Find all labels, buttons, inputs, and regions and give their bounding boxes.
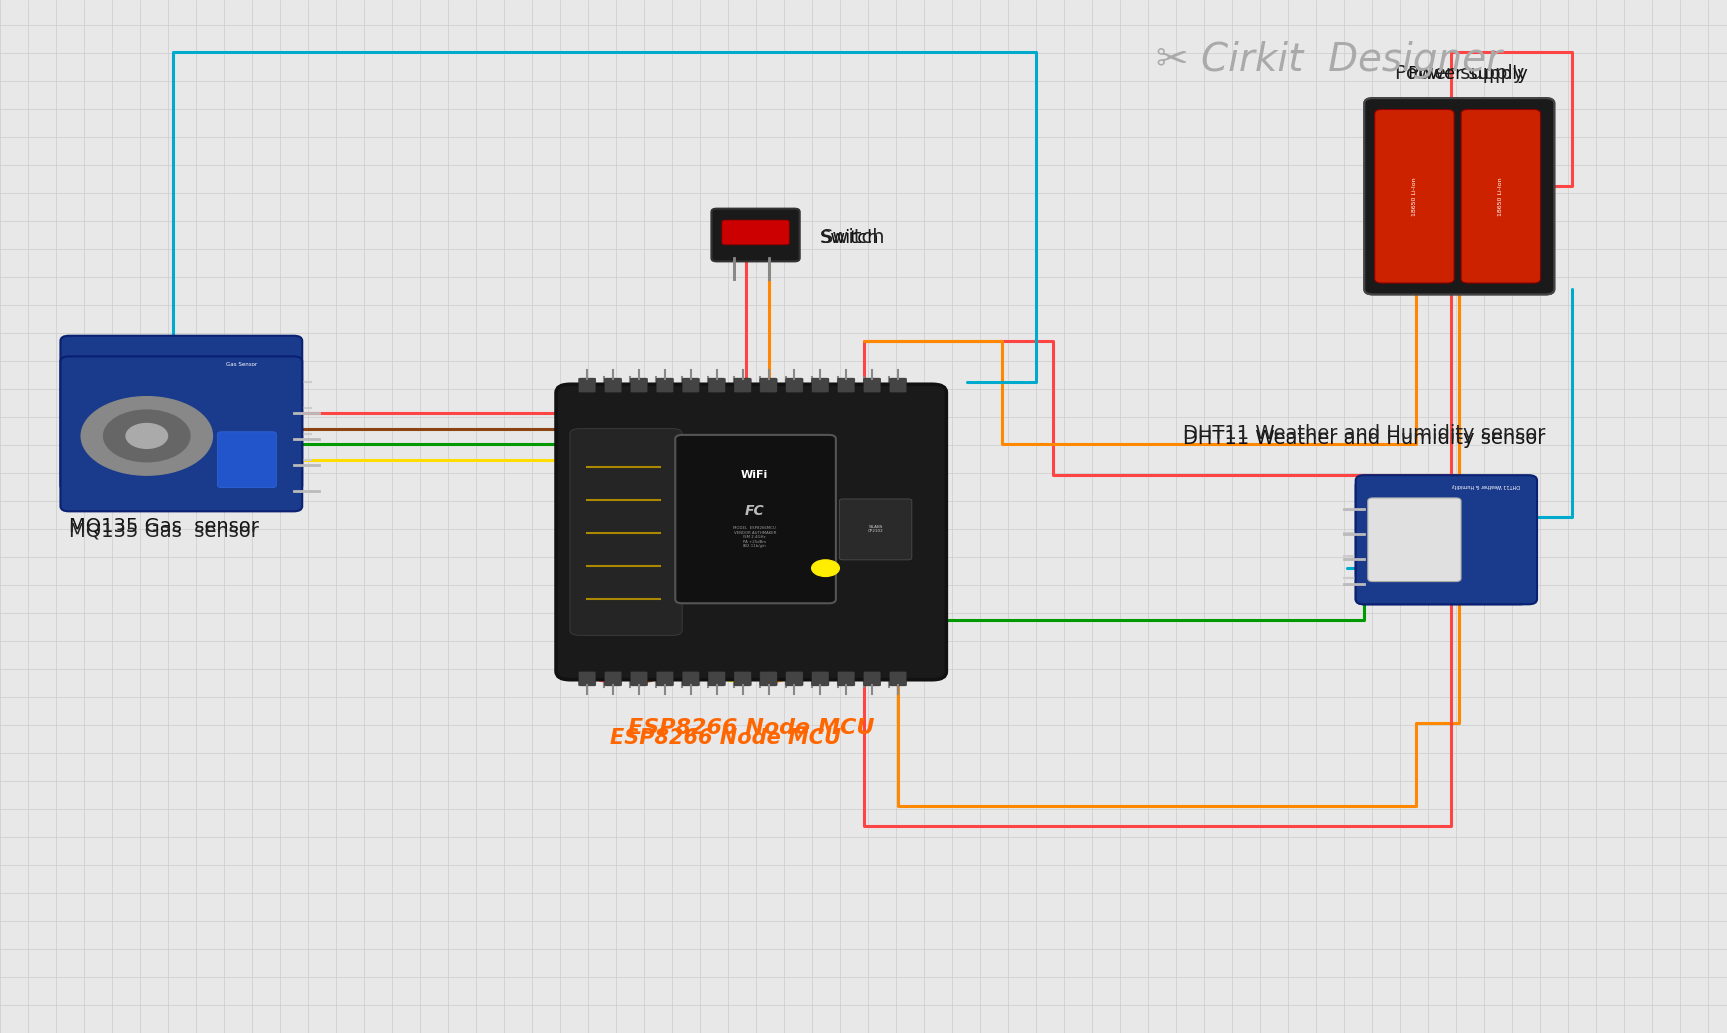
FancyBboxPatch shape [708,671,725,686]
FancyBboxPatch shape [786,671,803,686]
Text: Gas Sensor: Gas Sensor [226,362,257,367]
Text: DHT11 Weather and Humidity sensor: DHT11 Weather and Humidity sensor [1183,429,1546,447]
Text: 18650 Li-Ion: 18650 Li-Ion [1499,177,1502,216]
FancyBboxPatch shape [760,378,777,393]
FancyBboxPatch shape [734,671,751,686]
Circle shape [682,671,699,682]
Text: 18650 Li-Ion: 18650 Li-Ion [1499,177,1502,216]
FancyBboxPatch shape [604,671,622,686]
Circle shape [725,671,743,682]
FancyBboxPatch shape [1368,498,1461,582]
FancyBboxPatch shape [630,671,648,686]
FancyBboxPatch shape [864,378,881,393]
Text: 18650 Li-Ion: 18650 Li-Ion [1413,177,1416,216]
FancyBboxPatch shape [556,384,946,680]
Text: ✂ Cirkit  Designer: ✂ Cirkit Designer [1157,41,1502,80]
Text: Wy: Wy [264,359,271,364]
FancyBboxPatch shape [734,378,751,393]
Text: Switch: Switch [820,228,884,247]
Circle shape [812,671,829,682]
FancyBboxPatch shape [889,378,907,393]
FancyBboxPatch shape [812,378,829,393]
FancyBboxPatch shape [708,378,725,393]
FancyBboxPatch shape [786,378,803,393]
FancyBboxPatch shape [1364,98,1554,294]
FancyBboxPatch shape [838,671,855,686]
Circle shape [126,390,168,415]
Circle shape [807,560,834,576]
FancyBboxPatch shape [889,671,907,686]
Text: SILABS
CP2102: SILABS CP2102 [864,518,881,526]
FancyBboxPatch shape [722,220,789,245]
Text: MODEL  ESP8266MCU
VENDOR AUTHMAKER
ISM 2.4GHz
PA +25dBm
802.11b/g/n: MODEL ESP8266MCU VENDOR AUTHMAKER ISM 2.… [734,526,775,549]
FancyBboxPatch shape [60,336,302,491]
FancyBboxPatch shape [722,222,789,245]
FancyBboxPatch shape [221,380,276,426]
FancyBboxPatch shape [656,378,674,393]
Circle shape [812,560,839,576]
FancyBboxPatch shape [1375,109,1454,283]
FancyBboxPatch shape [812,671,829,686]
FancyBboxPatch shape [760,671,777,686]
Circle shape [81,364,212,442]
FancyBboxPatch shape [656,671,674,686]
FancyBboxPatch shape [838,378,855,393]
Text: FC: FC [744,504,765,519]
Text: DHT11 Weather & Humidity: DHT11 Weather & Humidity [1445,491,1502,495]
FancyBboxPatch shape [1356,475,1537,604]
FancyBboxPatch shape [675,435,836,603]
Circle shape [769,671,786,682]
FancyBboxPatch shape [712,209,800,261]
Text: Power supply: Power supply [1395,64,1523,83]
Text: SILABS
CP2102: SILABS CP2102 [867,525,884,533]
FancyBboxPatch shape [682,378,699,393]
FancyBboxPatch shape [1461,109,1540,283]
FancyBboxPatch shape [834,494,910,550]
FancyBboxPatch shape [556,384,946,680]
Text: ESP8266 Node MCU: ESP8266 Node MCU [610,728,841,748]
FancyBboxPatch shape [579,378,596,393]
Circle shape [104,410,190,462]
Circle shape [81,397,212,475]
Text: FC: FC [751,526,769,538]
FancyBboxPatch shape [218,432,276,488]
FancyBboxPatch shape [579,671,596,686]
FancyBboxPatch shape [630,378,648,393]
FancyBboxPatch shape [570,429,682,635]
FancyBboxPatch shape [682,671,699,686]
FancyBboxPatch shape [684,450,836,593]
Text: MQ135 Gas  sensor: MQ135 Gas sensor [69,516,259,535]
FancyBboxPatch shape [712,209,800,261]
Text: ESP8266 Node MCU: ESP8266 Node MCU [629,718,874,738]
FancyBboxPatch shape [1461,109,1540,283]
FancyBboxPatch shape [1375,109,1454,283]
Text: DHT11 Weather & Humidity: DHT11 Weather & Humidity [1451,483,1520,489]
FancyBboxPatch shape [570,429,691,635]
FancyBboxPatch shape [604,378,622,393]
Text: Power supply: Power supply [1408,65,1528,83]
FancyBboxPatch shape [839,499,912,560]
FancyBboxPatch shape [1368,498,1456,576]
Circle shape [639,671,656,682]
Text: WiFi: WiFi [741,470,769,480]
Text: DHT11 Weather and Humidity sensor: DHT11 Weather and Humidity sensor [1183,424,1546,442]
Circle shape [104,377,190,429]
Text: Gas Sensor: Gas Sensor [249,475,276,480]
Text: MODEL  ESP8266MOC
VENDOR AUTHMAKER: MODEL ESP8266MOC VENDOR AUTHMAKER [746,554,791,562]
FancyBboxPatch shape [1364,98,1554,294]
FancyBboxPatch shape [864,671,881,686]
Text: 18650 Li-Ion: 18650 Li-Ion [1413,177,1416,216]
Text: Switch: Switch [820,228,879,247]
FancyBboxPatch shape [1356,480,1528,604]
FancyBboxPatch shape [60,356,302,511]
Circle shape [596,671,613,682]
Circle shape [126,424,168,448]
Text: WiFi: WiFi [746,491,774,501]
Text: MQ135 Gas  sensor: MQ135 Gas sensor [69,522,259,540]
